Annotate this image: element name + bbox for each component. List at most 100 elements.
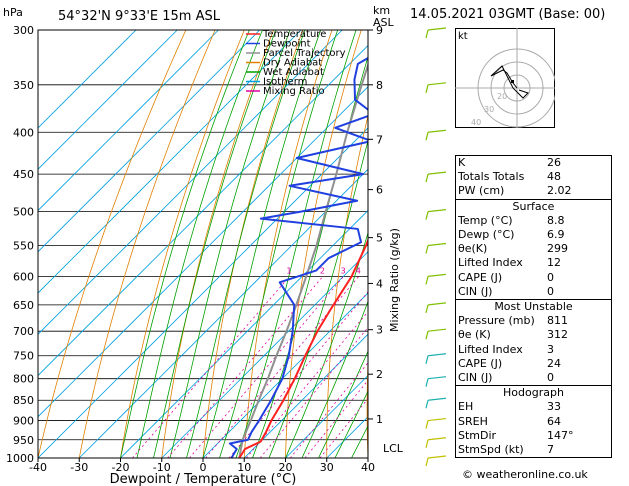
km-label: km [373, 4, 390, 17]
most-unstable-title: Most Unstable [494, 300, 573, 314]
pressure-tick-label: 550 [13, 239, 34, 252]
km-tick-label: 3 [376, 324, 383, 337]
wet-adiabat-line [186, 30, 306, 458]
km-tick-label: 6 [376, 184, 383, 197]
pressure-tick-label: 500 [13, 206, 34, 219]
datetime-title: 14.05.2021 03GMT (Base: 00) [410, 7, 606, 22]
isotherm-line [38, 127, 368, 458]
isotherm-line [38, 86, 368, 418]
pressure-tick-label: 450 [13, 168, 34, 181]
pressure-tick-label: 1000 [6, 452, 34, 465]
indices-panel: K 26 Totals Totals 48 PW (cm) 2.02 Surface … [455, 155, 612, 459]
surface-row: Lifted Index 12 [458, 256, 561, 270]
isotherm-line [78, 168, 368, 458]
pressure-tick-label: 350 [13, 79, 34, 92]
x-tick-label: 0 [200, 461, 207, 474]
dry-adiabat-line [202, 30, 304, 458]
temperature-line [238, 237, 368, 458]
isotherm-line [120, 209, 368, 458]
isotherm-line [38, 30, 343, 335]
mixing-ratio-label: 1 [286, 266, 291, 275]
index-row: Totals Totals 48 [458, 170, 561, 184]
most-unstable-row: CIN (J) 0 [458, 371, 554, 385]
wet-adiabat-line [136, 30, 263, 458]
pressure-tick-label: 850 [13, 394, 34, 407]
wet-adiabat-line [120, 30, 250, 458]
isotherm-line [38, 44, 368, 377]
dry-adiabat-line [120, 30, 245, 458]
hodograph-ring-label: 20 [497, 92, 507, 101]
wet-adiabat-line [169, 30, 291, 458]
pressure-tick-label: 750 [13, 350, 34, 363]
km-tick-label: 5 [376, 232, 383, 245]
mixing-ratio-label: 6 [378, 266, 383, 275]
km-tick-label: 9 [376, 24, 383, 37]
legend-item-label: Isotherm [263, 77, 307, 88]
isotherm-line [161, 251, 368, 458]
surface-row: Temp (°C) 8.8 [458, 213, 565, 227]
index-row: PW (cm) 2.02 [458, 184, 572, 198]
hodograph-row: StmSpd (kt) 7 [458, 443, 554, 457]
wet-adiabat-line [318, 350, 368, 458]
dry-adiabat-line [366, 352, 368, 458]
x-tick-label: 30 [320, 461, 334, 474]
legend-item-label: Parcel Trajectory [263, 48, 346, 59]
isotherm-line [38, 30, 178, 170]
pressure-tick-label: 650 [13, 299, 34, 312]
surface-row: CAPE (J) 0 [458, 270, 554, 284]
surface-row: Dewp (°C) 6.9 [458, 228, 565, 242]
x-tick-label: -30 [70, 461, 88, 474]
isotherm-line [38, 30, 219, 212]
mixing-ratio-line [304, 379, 368, 458]
km-tick-label: 8 [376, 79, 383, 92]
most-unstable-row: θe (K) 312 [458, 328, 568, 342]
dewpoint-line [228, 56, 368, 458]
skewt-chart: 12346810162025 3003504004505005506006507… [3, 4, 447, 486]
wet-adiabat-line [268, 139, 368, 458]
pressure-tick-label: 700 [13, 325, 34, 338]
legend-item-label: Dry Adiabat [263, 58, 322, 69]
x-tick-label: 20 [279, 461, 293, 474]
surface-title: Surface [512, 199, 555, 213]
hodograph-kt-label: kt [458, 31, 468, 42]
surface-row: CIN (J) 0 [458, 284, 554, 298]
legend-item-label: Dewpoint [263, 39, 311, 50]
km-tick-label: 4 [376, 277, 383, 290]
lcl-label: LCL [383, 442, 404, 455]
pressure-tick-label: 800 [13, 373, 34, 386]
hodograph-row: EH 33 [458, 400, 561, 414]
most-unstable-row: Pressure (mb) 811 [458, 314, 568, 328]
isotherm-line [202, 292, 368, 458]
index-row: K 26 [458, 156, 561, 169]
x-tick-label: -10 [153, 461, 171, 474]
wet-adiabat-line [334, 390, 368, 458]
mixing-ratio-line [246, 311, 368, 458]
surface-row: θe(K) 299 [458, 242, 568, 256]
hodograph-table-title: Hodograph [503, 386, 564, 400]
km-tick-label: 7 [376, 133, 383, 146]
km-tick-label: 1 [376, 413, 383, 426]
x-axis-label: Dewpoint / Temperature (°C) [110, 472, 297, 486]
wet-adiabat-line [285, 231, 368, 458]
wet-adiabat-line [202, 30, 322, 458]
hodograph-ring-label: 40 [471, 118, 481, 127]
legend-item-label: Mixing Ratio [263, 86, 325, 97]
wind-barbs [425, 27, 447, 467]
parcel-trajectory-line [238, 62, 368, 458]
mixing-ratio-axis-label: Mixing Ratio (g/kg) [388, 228, 401, 332]
mixing-ratio-label: 2 [320, 266, 325, 275]
legend-item-label: Temperature [262, 29, 326, 40]
most-unstable-row: Lifted Index 3 [458, 342, 554, 356]
dry-adiabat-line [78, 30, 216, 458]
km-tick-label: 2 [376, 368, 383, 381]
mixing-ratio-label: 4 [356, 266, 361, 275]
pressure-tick-label: 400 [13, 126, 34, 139]
wet-adiabat-line [153, 30, 277, 458]
x-tick-label: -20 [112, 461, 130, 474]
copyright-text: © weatheronline.co.uk [462, 468, 588, 481]
wet-adiabat-line [301, 300, 368, 458]
mixing-ratio-label: 10 [407, 266, 417, 275]
mixing-ratio-line [132, 276, 290, 458]
pressure-tick-label: 600 [13, 270, 34, 283]
